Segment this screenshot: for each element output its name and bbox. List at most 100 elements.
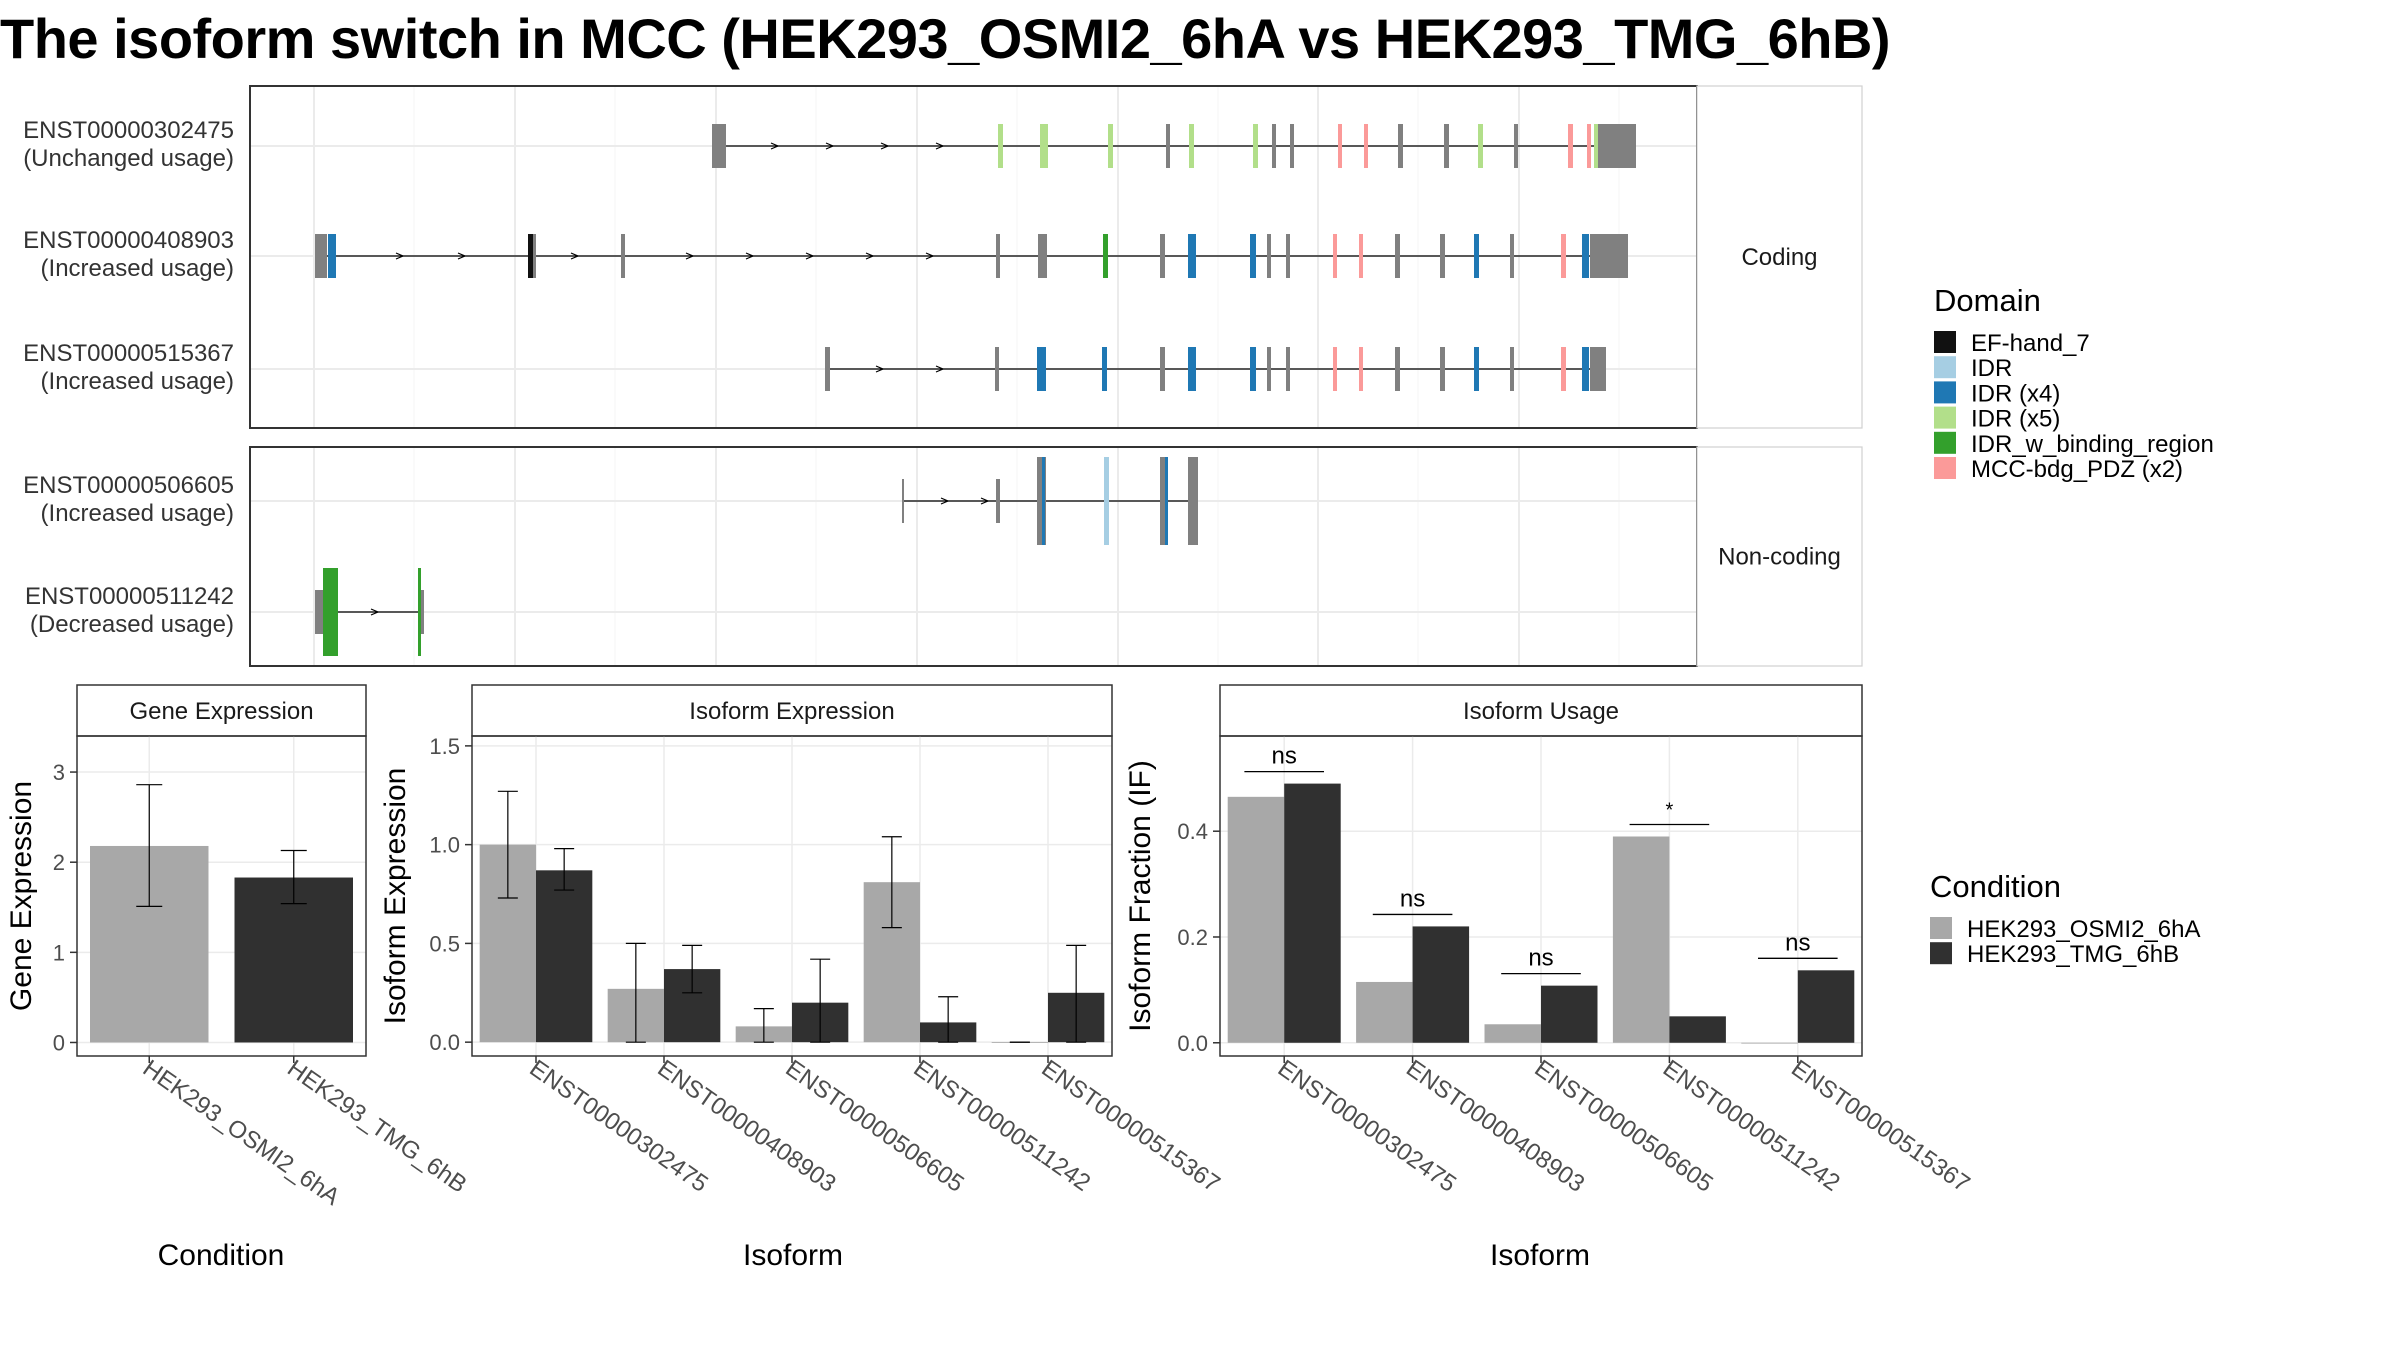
intron-arrow xyxy=(825,142,835,150)
exon-block xyxy=(1267,347,1271,391)
exon-block xyxy=(1290,124,1294,168)
exon-block xyxy=(1359,234,1363,278)
domain-legend-label: IDR xyxy=(1971,355,2012,382)
facet-panel-bg xyxy=(250,447,1697,666)
figure-title: The isoform switch in MCC (HEK293_OSMI2_… xyxy=(0,7,1891,70)
y-tick-label: 0.0 xyxy=(1177,1031,1208,1056)
exon-block xyxy=(1037,347,1046,391)
exon-block xyxy=(528,234,533,278)
exon-block xyxy=(1160,234,1165,278)
domain-legend-label: IDR (x4) xyxy=(1971,380,2060,407)
exon-block xyxy=(533,234,536,278)
intron-arrow xyxy=(805,252,815,260)
exon-block xyxy=(1364,124,1368,168)
exon-block xyxy=(1188,457,1198,545)
exon-block xyxy=(420,590,424,634)
panel-strip-label: Isoform Usage xyxy=(1463,698,1619,725)
exon-block xyxy=(1166,124,1170,168)
exon-block xyxy=(998,124,1003,168)
exon-block xyxy=(1160,347,1165,391)
condition-legend-label: HEK293_TMG_6hB xyxy=(1967,941,2179,968)
significance-label: ns xyxy=(1528,945,1553,972)
exon-block xyxy=(1587,124,1591,168)
exon-block xyxy=(1474,234,1479,278)
x-axis-title: Isoform xyxy=(743,1239,843,1272)
condition-legend-key xyxy=(1930,917,1952,939)
exon-block xyxy=(825,347,830,391)
exon-block xyxy=(1286,347,1290,391)
bar xyxy=(1669,1016,1726,1043)
x-axis-title: Condition xyxy=(158,1239,285,1272)
transcript-usage-label: (Increased usage) xyxy=(41,368,234,395)
domain-legend-key xyxy=(1934,331,1956,353)
exon-block xyxy=(1395,347,1400,391)
exon-block xyxy=(1267,234,1271,278)
exon-block xyxy=(1444,124,1449,168)
transcript-usage-label: (Increased usage) xyxy=(41,255,234,282)
intron-arrow xyxy=(925,252,935,260)
exon-block xyxy=(1474,347,1479,391)
exon-block xyxy=(1582,234,1589,278)
exon-block xyxy=(1478,124,1483,168)
y-tick-label: 3 xyxy=(53,760,65,785)
domain-legend-title: Domain xyxy=(1934,283,2041,318)
exon-block xyxy=(1440,234,1445,278)
transcript-usage-label: (Increased usage) xyxy=(41,500,234,527)
exon-block xyxy=(996,234,1000,278)
exon-block xyxy=(1510,347,1514,391)
exon-block xyxy=(1582,347,1589,391)
exon-block xyxy=(1333,234,1337,278)
exon-block xyxy=(1440,347,1445,391)
intron-arrow xyxy=(570,252,580,260)
exon-block xyxy=(418,568,421,656)
y-tick-label: 0.5 xyxy=(429,931,460,956)
y-axis-title: Gene Expression xyxy=(5,781,38,1011)
exon-block xyxy=(323,568,338,656)
y-tick-label: 2 xyxy=(53,850,65,875)
condition-legend-label: HEK293_OSMI2_6hA xyxy=(1967,916,2200,943)
x-axis-title: Isoform xyxy=(1490,1239,1590,1272)
bar xyxy=(1797,970,1855,1043)
intron-arrow xyxy=(935,142,945,150)
facet-strip-label: Non-coding xyxy=(1718,544,1841,571)
exon-block xyxy=(995,347,999,391)
bar xyxy=(234,877,353,1043)
exon-block xyxy=(1590,347,1606,391)
y-tick-label: 1.0 xyxy=(429,833,460,858)
facet-strip xyxy=(1696,85,1863,429)
intron-arrow xyxy=(395,252,405,260)
exon-block xyxy=(996,479,1000,523)
intron-arrow xyxy=(745,252,755,260)
exon-block xyxy=(1590,234,1628,278)
exon-block xyxy=(902,479,904,523)
exon-block xyxy=(1104,457,1109,545)
domain-legend-key xyxy=(1934,457,1956,479)
exon-block xyxy=(1561,234,1566,278)
y-axis-title: Isoform Fraction (IF) xyxy=(1124,760,1157,1032)
bar xyxy=(1741,1042,1798,1044)
significance-label: ns xyxy=(1785,929,1810,956)
exon-block xyxy=(1160,457,1165,545)
exon-block xyxy=(1108,124,1113,168)
bar xyxy=(1541,985,1598,1043)
exon-block xyxy=(1189,124,1194,168)
facet-strip-label: Coding xyxy=(1741,244,1817,271)
panel-strip-label: Isoform Expression xyxy=(689,698,894,725)
intron-arrow xyxy=(370,608,380,616)
panel-strip xyxy=(76,684,367,737)
intron-arrow xyxy=(880,142,890,150)
bar xyxy=(1227,796,1285,1043)
exon-block xyxy=(328,234,336,278)
intron-arrow xyxy=(940,497,950,505)
domain-legend-label: EF-hand_7 xyxy=(1971,330,2090,357)
significance-label: ns xyxy=(1400,885,1425,912)
exon-block xyxy=(1165,457,1168,545)
exon-block xyxy=(1188,234,1196,278)
exon-block xyxy=(315,590,325,634)
exon-block xyxy=(712,124,724,168)
bar xyxy=(536,870,593,1043)
condition-legend-key xyxy=(1930,942,1952,965)
intron-arrow xyxy=(685,252,695,260)
significance-label: ns xyxy=(1272,743,1297,770)
bar xyxy=(1484,1024,1541,1043)
